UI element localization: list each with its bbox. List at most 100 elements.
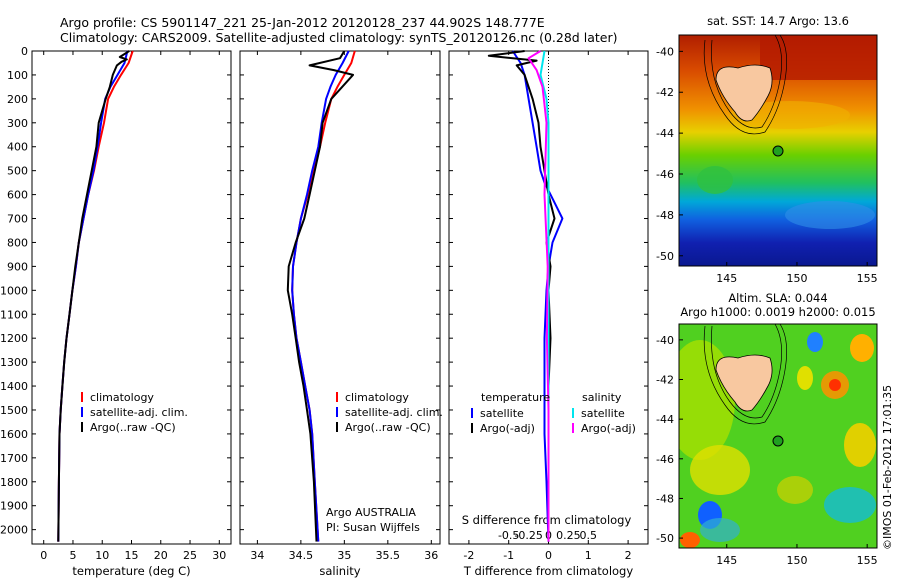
credit-label: ©IMOS 01-Feb-2012 17:01:35: [881, 385, 894, 550]
legend-label: Argo(..raw -QC): [345, 421, 431, 434]
depth-tick-label: 300: [7, 117, 28, 130]
depth-tick-label: 1200: [0, 332, 28, 345]
sst-map: sat. SST: 14.7 Argo: 13.6 -40 -42 -44 -46 -4…: [656, 14, 878, 285]
x-tick-label: 1: [585, 549, 592, 562]
tasmania-shape: [715, 354, 773, 412]
lon-tick-label: 155: [857, 272, 878, 285]
legend-label: Argo(..raw -QC): [90, 421, 176, 434]
argo-program-note: Argo AUSTRALIA: [326, 506, 416, 519]
diff-series-line: [487, 50, 556, 542]
x-tick-label: 34.5: [289, 549, 314, 562]
argo-float-marker: [772, 435, 784, 447]
legend-label: Argo(-adj): [480, 422, 535, 435]
lat-tick-label: -50: [656, 250, 674, 263]
depth-tick-label: 1400: [0, 380, 28, 393]
title-line-1: Argo profile: CS 5901147_221 25-Jan-2012…: [60, 15, 545, 30]
lat-tick-label: -46: [656, 168, 674, 181]
depth-tick-label: 1500: [0, 404, 28, 417]
x-tick-label: 34: [250, 549, 264, 562]
depth-tick-label: 2000: [0, 524, 28, 537]
x-tick-label: 20: [154, 549, 168, 562]
x-tick-label: 30: [212, 549, 226, 562]
diff-top-label: S difference from climatology: [462, 513, 632, 527]
lon-tick-label: 150: [786, 554, 807, 567]
diff-xlabel: T difference from climatology: [463, 564, 634, 578]
lat-tick-label: -50: [656, 532, 674, 545]
pi-note: PI: Susan Wijffels: [326, 521, 420, 534]
sal-series-line: [286, 50, 354, 542]
sla-map-title-2: Argo h1000: 0.0019 h2000: 0.015: [680, 305, 875, 319]
lat-tick-label: -44: [656, 413, 674, 426]
depth-tick-label: 1700: [0, 452, 28, 465]
legend-label: climatology: [90, 391, 154, 404]
depth-tick-label: 400: [7, 141, 28, 154]
temp-panel: 0100200300400500600700800900100011001200…: [0, 45, 232, 578]
sla-map-title-1: Altim. SLA: 0.044: [728, 291, 827, 305]
lat-tick-label: -40: [656, 334, 674, 347]
x-tick-label: 5: [69, 549, 76, 562]
lon-tick-label: 145: [716, 554, 737, 567]
legend-label: satellite-adj. clim.: [90, 406, 188, 419]
depth-tick-label: 700: [7, 213, 28, 226]
lat-tick-label: -48: [656, 492, 674, 505]
tasmania-shape: [715, 64, 773, 122]
depth-tick-label: 100: [7, 69, 28, 82]
depth-tick-label: 500: [7, 165, 28, 178]
legend-label: satellite-adj. clim.: [345, 406, 443, 419]
lat-tick-label: -46: [656, 453, 674, 466]
x-tick-label: 0: [545, 549, 552, 562]
depth-tick-label: 200: [7, 93, 28, 106]
x-tick-label: 35: [337, 549, 351, 562]
depth-tick-label: 1900: [0, 500, 28, 513]
temp-xlabel: temperature (deg C): [72, 564, 190, 578]
depth-tick-label: 1600: [0, 428, 28, 441]
depth-tick-label: 900: [7, 260, 28, 273]
sla-map: Altim. SLA: 0.044 Argo h1000: 0.0019 h20…: [656, 291, 878, 567]
sst-map-title: sat. SST: 14.7 Argo: 13.6: [707, 14, 849, 28]
legend-salinity-heading: salinity: [582, 391, 622, 404]
diff-panel: -2 -1 0 1 2 T difference from climatology S di…: [448, 50, 649, 578]
lon-tick-label: 155: [857, 554, 878, 567]
diff-series-line: [511, 50, 564, 542]
temp-plot-frame: [31, 50, 232, 545]
sal-plot-frame: [239, 50, 441, 545]
depth-tick-label: 1300: [0, 356, 28, 369]
legend-label: satellite: [581, 407, 625, 420]
x-tick-label: -2: [463, 549, 474, 562]
legend-label: climatology: [345, 391, 409, 404]
x-tick-label: 0: [40, 549, 47, 562]
title-line-2: Climatology: CARS2009. Satellite-adjuste…: [60, 30, 617, 45]
depth-tick-label: 800: [7, 236, 28, 249]
depth-tick-label: 0: [21, 45, 28, 58]
lat-tick-label: -42: [656, 86, 674, 99]
argo-float-marker: [772, 145, 784, 157]
depth-tick-label: 1100: [0, 308, 28, 321]
x-tick-label: 35.5: [376, 549, 401, 562]
legend-temperature-heading: temperature: [481, 391, 550, 404]
diff-top-tick-label: -0.5: [498, 529, 519, 542]
lat-tick-label: -48: [656, 209, 674, 222]
x-tick-label: 25: [183, 549, 197, 562]
depth-tick-label: 1000: [0, 284, 28, 297]
depth-tick-label: 1800: [0, 476, 28, 489]
diff-top-tick-label: 0.25: [556, 529, 581, 542]
lat-tick-label: -42: [656, 374, 674, 387]
x-tick-label: 36: [424, 549, 438, 562]
depth-tick-label: 600: [7, 189, 28, 202]
diff-top-tick-label: -0.25: [514, 529, 542, 542]
temp-series-line: [57, 50, 130, 542]
x-tick-label: 2: [625, 549, 632, 562]
legend-label: satellite: [480, 407, 524, 420]
diff-top-tick-label: 0.5: [580, 529, 598, 542]
x-tick-label: 15: [125, 549, 139, 562]
lon-tick-label: 145: [716, 272, 737, 285]
sal-xlabel: salinity: [319, 564, 360, 578]
x-tick-label: 10: [95, 549, 109, 562]
lon-tick-label: 150: [786, 272, 807, 285]
x-tick-label: -1: [503, 549, 514, 562]
lat-tick-label: -40: [656, 45, 674, 58]
lat-tick-label: -44: [656, 127, 674, 140]
diff-series-line: [527, 50, 550, 542]
legend-label: Argo(-adj): [581, 422, 636, 435]
